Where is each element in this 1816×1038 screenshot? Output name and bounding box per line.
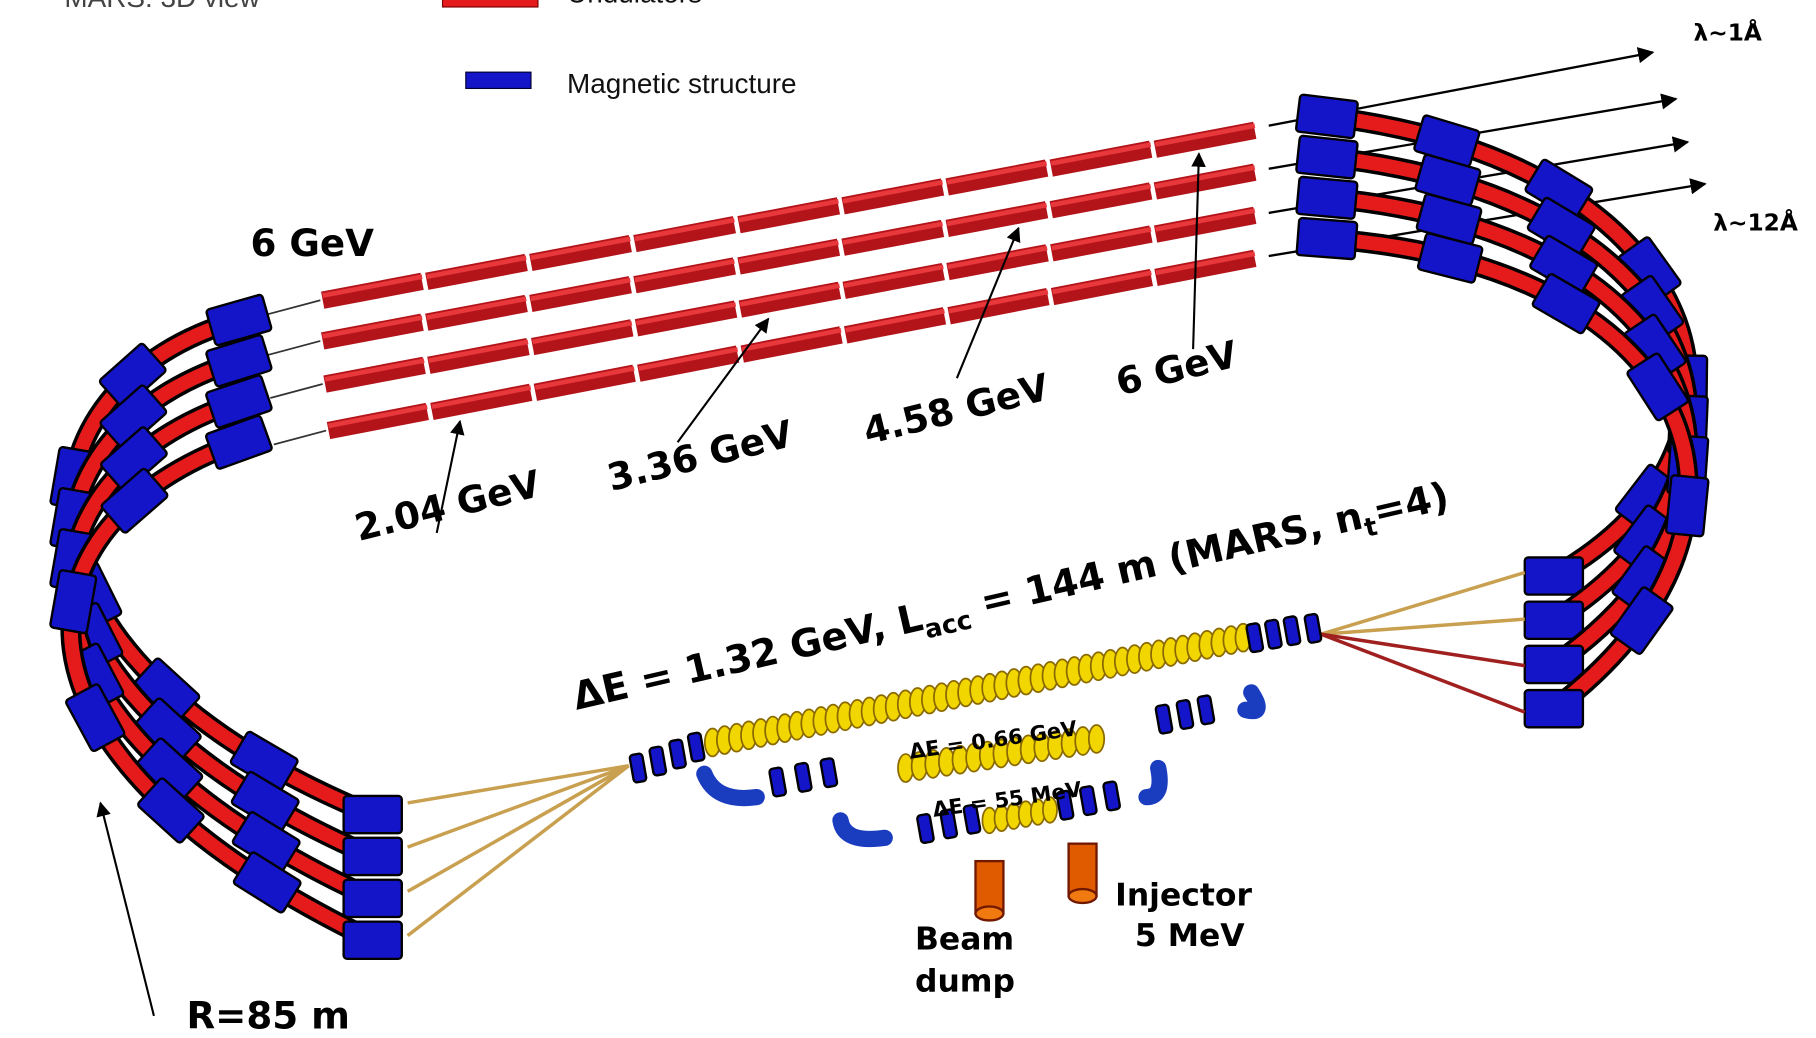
magnet bbox=[344, 796, 402, 833]
magnet bbox=[1525, 602, 1583, 639]
bend-magnet bbox=[1147, 768, 1160, 797]
linac-label-part: =4) bbox=[1369, 474, 1454, 535]
magnet bbox=[669, 739, 686, 769]
magnet bbox=[344, 880, 402, 917]
magnet bbox=[629, 753, 646, 783]
energy-label: 6 GeV bbox=[251, 221, 375, 265]
legend-label: Undulators bbox=[567, 0, 702, 8]
beam-link bbox=[268, 341, 320, 355]
energy-label: 3.36 GeV bbox=[603, 411, 798, 500]
transfer-line bbox=[408, 766, 629, 847]
magnet bbox=[820, 758, 837, 788]
bend-magnet bbox=[841, 820, 885, 839]
magnet bbox=[1103, 781, 1120, 811]
dump-label: Beam bbox=[915, 922, 1014, 958]
magnet bbox=[769, 767, 786, 797]
injector-label: 5 MeV bbox=[1135, 918, 1245, 954]
beam-link bbox=[274, 431, 326, 445]
transfer-line bbox=[1321, 634, 1525, 712]
energy-label: 4.58 GeV bbox=[859, 365, 1054, 454]
magnet bbox=[649, 746, 666, 776]
magnet bbox=[1176, 700, 1193, 730]
legend-swatch bbox=[466, 72, 531, 88]
accelerator-layout bbox=[50, 52, 1709, 1016]
beam-link bbox=[268, 300, 320, 314]
energy-label: 2.04 GeV bbox=[350, 461, 545, 550]
energy-label: 6 GeV bbox=[1111, 332, 1242, 405]
wavelength-label: λ~12Å bbox=[1713, 208, 1798, 236]
magnet bbox=[1666, 475, 1709, 537]
magnet bbox=[1155, 704, 1172, 734]
beam-link bbox=[270, 384, 322, 398]
magnet bbox=[1296, 177, 1357, 219]
dump-label: dump bbox=[915, 963, 1015, 999]
magnet bbox=[1525, 690, 1583, 727]
magnet bbox=[1525, 557, 1583, 594]
radius-label: R=85 m bbox=[187, 994, 350, 1038]
magnet bbox=[1296, 218, 1357, 260]
magnet bbox=[1304, 614, 1321, 644]
magnet bbox=[917, 814, 934, 844]
magnet bbox=[1283, 616, 1300, 646]
magnet bbox=[687, 732, 704, 762]
wavelength-label: λ~1Å bbox=[1693, 19, 1761, 47]
bend-magnet bbox=[704, 774, 756, 798]
transfer-line bbox=[408, 766, 629, 936]
cylinder bbox=[975, 907, 1003, 921]
pointer-arrow bbox=[100, 803, 154, 1016]
magnet bbox=[1525, 646, 1583, 683]
page-title: MARS: 3D view bbox=[64, 0, 260, 13]
transfer-line bbox=[1321, 634, 1525, 665]
magnet bbox=[344, 838, 402, 875]
magnet bbox=[344, 922, 402, 959]
magnet bbox=[1197, 695, 1214, 725]
injector-label: Injector bbox=[1115, 877, 1252, 913]
cylinder bbox=[1069, 889, 1097, 903]
diagram: MARS: 3D view Undulators Magnetic struct… bbox=[0, 0, 1816, 1038]
linac-label-part: = 144 m (MARS, n bbox=[963, 494, 1367, 629]
magnet bbox=[795, 762, 812, 792]
linac-label-part: acc bbox=[922, 605, 975, 645]
magnet bbox=[1265, 619, 1282, 649]
legend-label: Magnetic structure bbox=[567, 68, 797, 99]
bend-magnet bbox=[1245, 692, 1257, 711]
magnet bbox=[1296, 135, 1358, 178]
legend-swatch bbox=[443, 0, 538, 7]
rf-cavity bbox=[1089, 725, 1104, 753]
magnet bbox=[1296, 94, 1358, 138]
